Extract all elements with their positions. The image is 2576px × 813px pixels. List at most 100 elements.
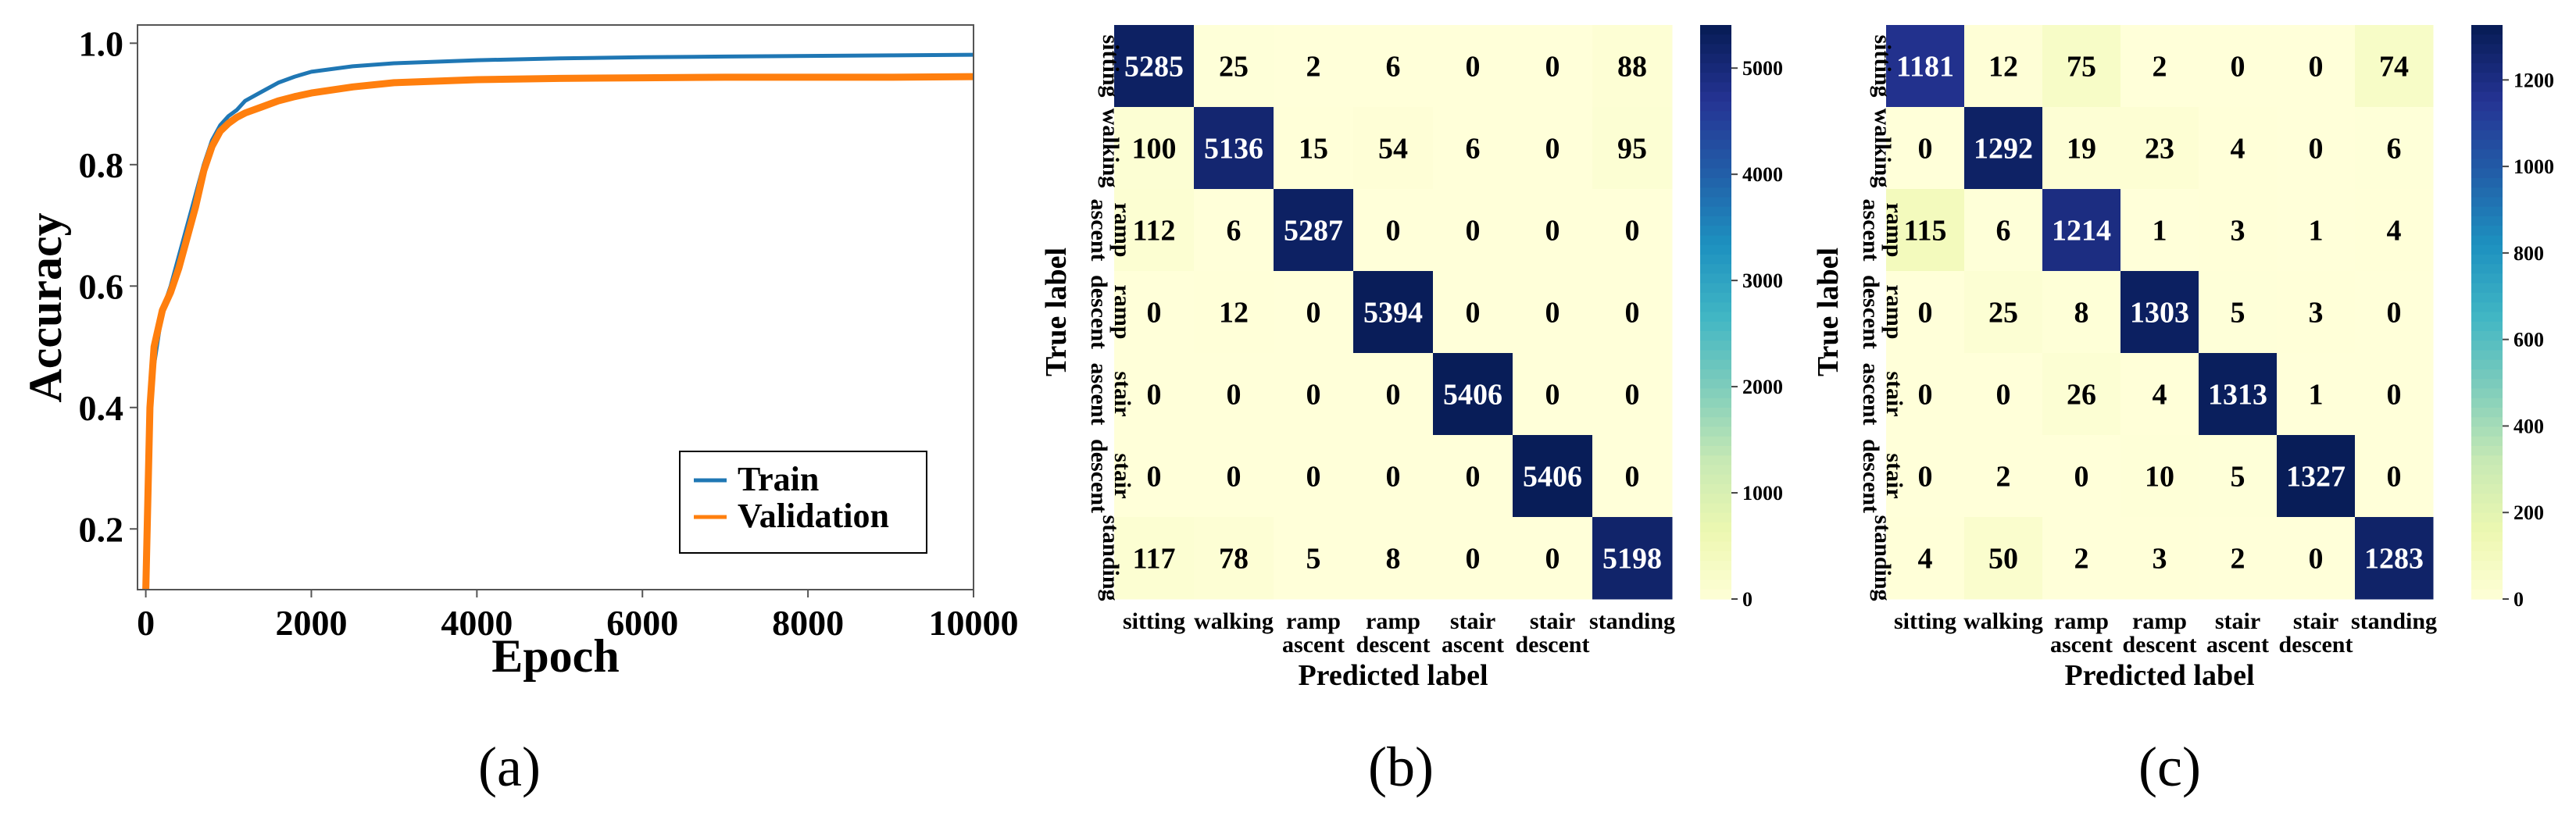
y-category-label: stairdescent bbox=[1858, 439, 1907, 513]
colorbar-segment bbox=[2471, 532, 2503, 543]
colorbar-segment bbox=[1700, 149, 1731, 160]
x-tick-label: 4000 bbox=[441, 603, 513, 643]
colorbar-segment bbox=[1700, 226, 1731, 237]
cell-value: 15 bbox=[1299, 133, 1328, 166]
cell-value: 6 bbox=[1386, 51, 1401, 84]
x-category-label: stair descent bbox=[1516, 608, 1590, 658]
colorbar-segment bbox=[2471, 63, 2503, 73]
x-tick-label: 0 bbox=[137, 603, 155, 643]
x-category-label: ramp descent bbox=[2123, 608, 2197, 658]
colorbar-segment bbox=[2471, 321, 2503, 332]
matrix-cell bbox=[2355, 25, 2434, 108]
cell-value: 26 bbox=[2067, 379, 2096, 412]
cell-value: 0 bbox=[2387, 461, 2402, 494]
cell-value: 4 bbox=[2387, 215, 2402, 248]
matrix-cell bbox=[1114, 271, 1195, 354]
colorbar-segment bbox=[2471, 226, 2503, 237]
cell-value: 0 bbox=[2231, 51, 2246, 84]
cell-value: 25 bbox=[1219, 51, 1249, 84]
cell-value: 5285 bbox=[1124, 51, 1184, 84]
matrix-cell bbox=[1353, 353, 1434, 436]
colorbar-segment bbox=[1700, 273, 1731, 284]
cell-value: 0 bbox=[1625, 215, 1640, 248]
x-tick-label: 2000 bbox=[275, 603, 347, 643]
legend-train-label: Train bbox=[738, 460, 819, 498]
colorbar-segment bbox=[1700, 474, 1731, 485]
cell-value: 12 bbox=[1988, 51, 2018, 84]
matrix-cell bbox=[2199, 271, 2278, 354]
colorbar-segment bbox=[1700, 579, 1731, 590]
matrix-cell bbox=[1353, 435, 1434, 518]
cell-value: 1292 bbox=[1974, 133, 2033, 166]
validation-series-line bbox=[142, 73, 974, 590]
matrix-cell bbox=[1592, 107, 1673, 190]
matrix-cell bbox=[1274, 353, 1354, 436]
colorbar-segment bbox=[1700, 102, 1731, 112]
cell-value: 1181 bbox=[1896, 51, 1954, 84]
colorbar-segment bbox=[2471, 570, 2503, 581]
matrix-cell bbox=[1274, 517, 1354, 600]
y-category-label: rampdescent bbox=[1858, 275, 1907, 349]
legend: Train Validation bbox=[679, 451, 927, 554]
cell-value: 0 bbox=[1306, 379, 1321, 412]
colorbar-segment bbox=[2471, 206, 2503, 217]
y-category-label: rampdescent bbox=[1086, 275, 1135, 349]
matrix-cell bbox=[1114, 107, 1195, 190]
matrix-cell bbox=[2199, 189, 2278, 272]
colorbar-segment bbox=[1700, 379, 1731, 390]
colorbar-tick-label: 800 bbox=[2513, 242, 2544, 265]
colorbar-segment bbox=[2471, 216, 2503, 226]
colorbar-segment bbox=[1700, 561, 1731, 571]
colorbar-segment bbox=[1700, 350, 1731, 361]
matrix-cell bbox=[2042, 353, 2121, 436]
colorbar-segment bbox=[1700, 293, 1731, 303]
x-axis-label: Predicted label bbox=[1298, 659, 1488, 692]
cell-value: 0 bbox=[1918, 297, 1933, 330]
legend-validation-label: Validation bbox=[738, 497, 889, 535]
matrix-cell bbox=[2120, 353, 2199, 436]
colorbar-segment bbox=[2471, 255, 2503, 265]
cell-value: 5136 bbox=[1204, 133, 1263, 166]
x-tick-label: 8000 bbox=[772, 603, 844, 643]
y-category-label: standing bbox=[1870, 515, 1895, 601]
cell-value: 0 bbox=[2309, 133, 2324, 166]
colorbar-tick-label: 3000 bbox=[1742, 269, 1783, 292]
cell-value: 8 bbox=[1386, 543, 1401, 576]
matrix-cell bbox=[2042, 517, 2121, 600]
matrix-cell bbox=[1886, 353, 1965, 436]
colorbar-segment bbox=[1700, 206, 1731, 217]
colorbar-segment bbox=[2471, 82, 2503, 93]
colorbar-segment bbox=[2471, 561, 2503, 571]
x-category-label: ramp ascent bbox=[2050, 608, 2113, 658]
x-axis-label: Predicted label bbox=[2064, 659, 2254, 692]
colorbar-segment bbox=[2471, 149, 2503, 160]
matrix-cell bbox=[2277, 353, 2356, 436]
confusion-matrix-b: 5285 25 2 6 0 0 88 100 5136 15 54 6 0 95 112 6 5287 0 0 0 0 0… bbox=[1040, 25, 1783, 692]
matrix-cell bbox=[1964, 353, 2043, 436]
matrix-cell bbox=[1194, 107, 1274, 190]
accuracy-line-chart: 0 2000 4000 6000 8000 10000 0.2 0.4 0.6 0.8 1.0 E… bbox=[20, 23, 1019, 682]
colorbar-segment bbox=[1700, 541, 1731, 552]
matrix-cell bbox=[1274, 189, 1354, 272]
matrix-cell bbox=[2277, 271, 2356, 354]
cell-value: 0 bbox=[1918, 461, 1933, 494]
y-axis-label: Accuracy bbox=[20, 212, 71, 402]
matrix-cell bbox=[2199, 517, 2278, 600]
colorbar-segment bbox=[2471, 484, 2503, 494]
colorbar-segment bbox=[2471, 187, 2503, 198]
colorbar-segment bbox=[2471, 436, 2503, 447]
colorbar-segment bbox=[2471, 369, 2503, 380]
colorbar-tick-label: 4000 bbox=[1742, 163, 1783, 186]
colorbar-segment bbox=[1700, 551, 1731, 562]
matrix-cell bbox=[1114, 189, 1195, 272]
cell-value: 0 bbox=[1147, 297, 1162, 330]
y-category-label: sitting bbox=[1098, 34, 1124, 97]
cell-value: 6 bbox=[1227, 215, 1242, 248]
cell-value: 2 bbox=[2231, 543, 2246, 576]
x-category-label: walking bbox=[1194, 608, 1274, 634]
x-category-label: ramp ascent bbox=[1282, 608, 1345, 658]
matrix-cell bbox=[1513, 435, 1593, 518]
cell-value: 0 bbox=[1386, 379, 1401, 412]
colorbar-segment bbox=[2471, 91, 2503, 102]
